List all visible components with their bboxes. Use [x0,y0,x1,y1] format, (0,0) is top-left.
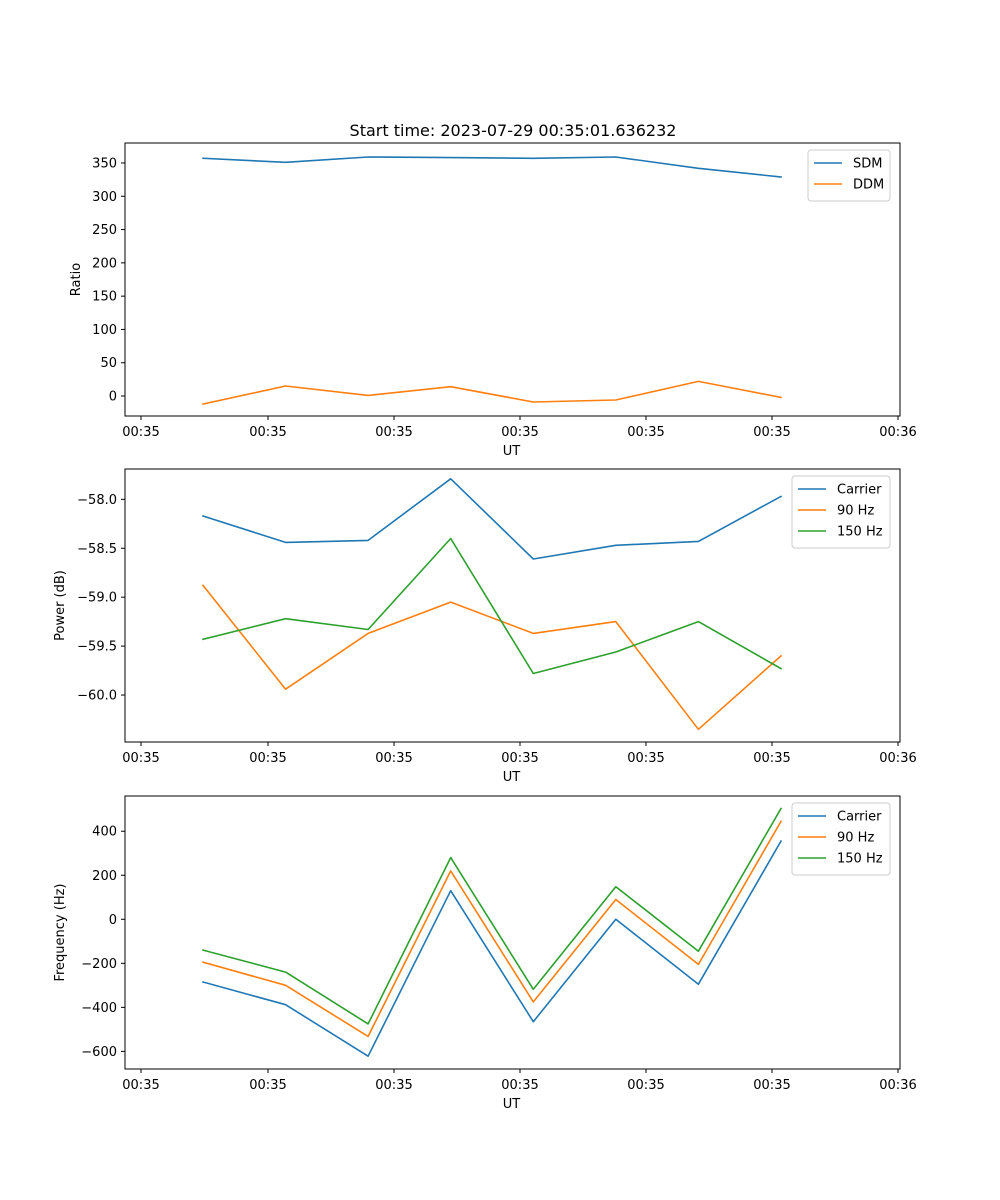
ratio-x-tick-label: 00:35 [501,425,538,440]
ratio-y-tick-label: 350 [92,156,117,171]
power-plot-frame [124,468,901,743]
ratio-y-tick-label: 150 [92,290,117,305]
ratio-x-tick-label: 00:36 [879,425,916,440]
ratio-y-tick-label: 0 [109,390,117,405]
power-x-tick-label: 00:35 [375,751,412,766]
power-legend-label: 150 Hz [837,525,883,540]
ratio-x-tick-label: 00:35 [122,425,159,440]
power-panel: −60.0 −59.5 −59.0 −58.5 −58.0 00:35 00:35 00:35… [53,468,917,785]
power-x-tick-label: 00:35 [501,751,538,766]
power-y-tick-label: −60.0 [77,689,117,704]
power-y-tick-label: −58.5 [77,542,117,557]
frequency-series-90-hz [202,820,783,1038]
ratio-x-axis-label: UT [503,444,521,459]
power-x-axis-label: UT [503,770,521,785]
power-legend [791,475,891,549]
power-legend-label: 90 Hz [837,504,874,519]
frequency-y-tick-label: −600 [81,1045,117,1060]
frequency-x-tick-label: 00:35 [375,1078,412,1093]
frequency-legend-label: Carrier [837,810,882,825]
frequency-series-150-hz [202,807,783,1025]
power-series-90-hz [201,584,783,731]
frequency-legend [791,802,891,876]
power-x-tick-label: 00:35 [627,751,664,766]
ratio-legend-label: SDM [853,157,882,172]
ratio-series-sdm [202,156,782,178]
power-x-tick-label: 00:36 [879,751,916,766]
ratio-legend-label: DDM [853,178,884,193]
power-y-tick-label: −59.0 [77,591,117,606]
power-y-tick-label: −58.0 [77,493,117,508]
ratio-y-tick-label: 200 [92,256,117,271]
ratio-y-tick-label: 300 [92,190,117,205]
ratio-x-tick-label: 00:35 [753,425,790,440]
power-series-carrier [201,477,783,560]
frequency-y-axis-label: Frequency (Hz) [53,883,68,981]
ratio-x-tick-label: 00:35 [249,425,286,440]
ratio-y-tick-label: 100 [92,323,117,338]
ratio-panel: 0 50 100 150 200 250 300 350 00:35 00:35 00:35 00:3… [69,142,917,459]
ratio-x-tick-label: 00:35 [375,425,412,440]
power-x-tick-label: 00:35 [122,751,159,766]
frequency-x-tick-label: 00:35 [627,1078,664,1093]
frequency-legend-label: 150 Hz [837,852,883,867]
ratio-y-tick-label: 50 [100,356,117,371]
ratio-x-tick-label: 00:35 [627,425,664,440]
frequency-x-axis-label: UT [503,1097,521,1112]
frequency-legend-label: 90 Hz [837,831,874,846]
power-x-tick-label: 00:35 [249,751,286,766]
frequency-x-tick-label: 00:35 [501,1078,538,1093]
ratio-y-axis-label: Ratio [69,263,84,296]
frequency-panel: −600 −400 −200 0 200 400 00:35 00:35 00:35 00:35 0… [53,795,917,1112]
figure-title: Start time: 2023-07-29 00:35:01.636232 [350,121,677,140]
frequency-y-tick-label: −400 [81,1001,117,1016]
power-x-tick-label: 00:35 [753,751,790,766]
frequency-y-tick-label: 200 [92,869,117,884]
power-y-axis-label: Power (dB) [53,570,68,641]
frequency-x-tick-label: 00:36 [879,1078,916,1093]
frequency-y-tick-label: 0 [109,913,117,928]
frequency-series-carrier [202,840,783,1057]
ratio-plot-frame [124,142,901,417]
frequency-plot-frame [124,795,901,1070]
frequency-y-tick-label: 400 [92,825,117,840]
frequency-x-tick-label: 00:35 [249,1078,286,1093]
power-y-tick-label: −59.5 [77,640,117,655]
power-legend-label: Carrier [837,483,882,498]
frequency-y-tick-label: −200 [81,957,117,972]
ratio-series-ddm [202,380,782,405]
frequency-x-tick-label: 00:35 [753,1078,790,1093]
ratio-y-tick-label: 250 [92,223,117,238]
power-series-150-hz [202,537,783,675]
frequency-x-tick-label: 00:35 [122,1078,159,1093]
